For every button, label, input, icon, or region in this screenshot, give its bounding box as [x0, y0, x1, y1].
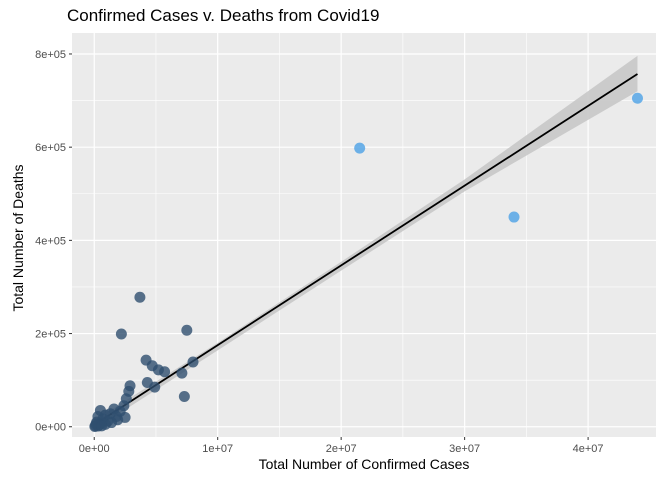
data-point: [96, 420, 108, 432]
y-axis-label: Total Number of Deaths: [10, 164, 26, 312]
x-tick-label: 3e+07: [449, 443, 480, 455]
chart-title: Confirmed Cases v. Deaths from Covid19: [67, 6, 380, 25]
data-point: [149, 381, 161, 393]
y-tick-label: 8e+05: [35, 49, 66, 61]
y-tick-label: 6e+05: [35, 142, 66, 154]
data-point-highlight: [508, 211, 520, 223]
data-point: [176, 367, 188, 379]
plot-panel: [72, 33, 656, 437]
x-tick-label: 4e+07: [573, 443, 604, 455]
axes: 0e+00 1e+07 2e+07 3e+07 4e+07 0e+00 2e+05 4e+05…: [35, 49, 603, 455]
data-point: [115, 328, 127, 340]
x-axis-label: Total Number of Confirmed Cases: [258, 456, 470, 472]
data-point: [134, 291, 146, 303]
y-tick-label: 2e+05: [35, 329, 66, 341]
regression-line: [93, 73, 638, 426]
data-points: [89, 92, 643, 433]
y-tick-label: 4e+05: [35, 235, 66, 247]
data-point: [178, 390, 190, 402]
x-tick-label: 0e+00: [79, 443, 110, 455]
data-point: [187, 356, 199, 368]
y-tick-label: 0e+00: [35, 422, 66, 434]
x-tick-label: 1e+07: [202, 443, 233, 455]
x-tick-label: 2e+07: [326, 443, 357, 455]
data-point-highlight: [631, 92, 643, 104]
data-point: [159, 366, 171, 378]
data-point-highlight: [354, 142, 366, 154]
data-point: [181, 324, 193, 336]
